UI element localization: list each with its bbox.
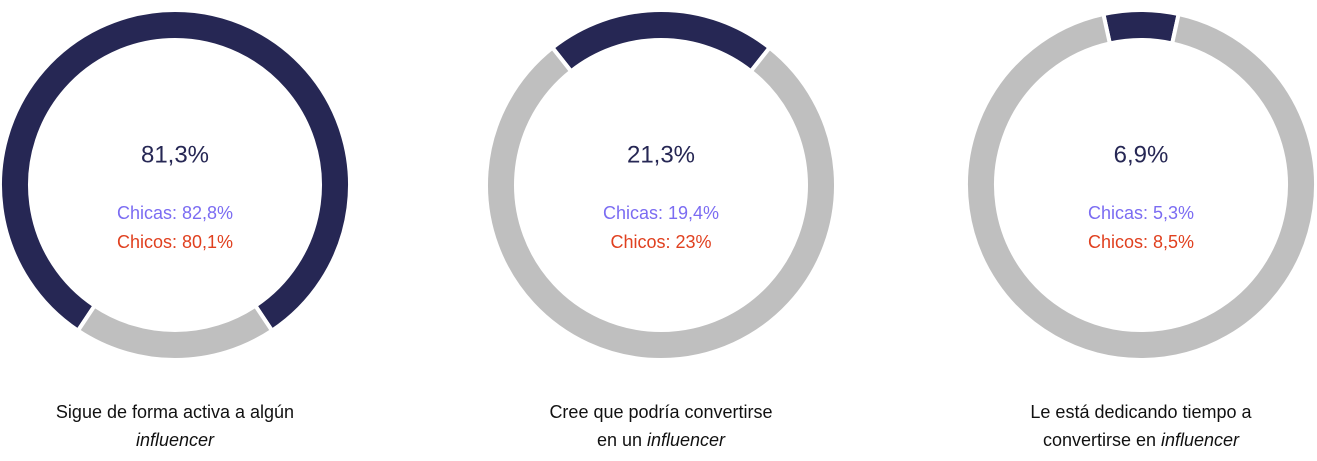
annotation: Chicos: 80,1% xyxy=(117,232,233,252)
caption-run: influencer xyxy=(1161,430,1240,450)
caption-run: Cree que podría convertirse xyxy=(549,402,772,422)
annotation: Chicos: 8,5% xyxy=(1088,232,1194,252)
caption-run: Sigue de forma activa a algún xyxy=(56,402,294,422)
donut-segment xyxy=(1100,8,1182,46)
value-label: 6,9% xyxy=(1114,141,1169,168)
donut-segment xyxy=(75,302,275,362)
donut-segment xyxy=(484,44,838,362)
donut-segment xyxy=(549,8,773,75)
annotation: Chicas: 19,4% xyxy=(603,203,719,223)
caption: Sigue de forma activa a algún xyxy=(56,402,294,422)
caption: influencer xyxy=(136,430,215,450)
caption-run: influencer xyxy=(136,430,215,450)
value-label: 21,3% xyxy=(627,141,695,168)
annotation: Chicos: 23% xyxy=(610,232,711,252)
caption: Le está dedicando tiempo a xyxy=(1030,402,1252,422)
annotation: Chicas: 5,3% xyxy=(1088,203,1194,223)
caption-run: Le está dedicando tiempo a xyxy=(1030,402,1252,422)
annotation: Chicas: 82,8% xyxy=(117,203,233,223)
donut-segment xyxy=(964,11,1317,362)
caption: Cree que podría convertirse xyxy=(549,402,772,422)
caption-run: en un xyxy=(597,430,647,450)
caption-run: convertirse en xyxy=(1043,430,1161,450)
caption-run: influencer xyxy=(647,430,726,450)
value-label: 81,3% xyxy=(141,141,209,168)
donut-segment xyxy=(0,8,352,334)
caption: en un influencer xyxy=(597,430,726,450)
caption: convertirse en influencer xyxy=(1043,430,1240,450)
